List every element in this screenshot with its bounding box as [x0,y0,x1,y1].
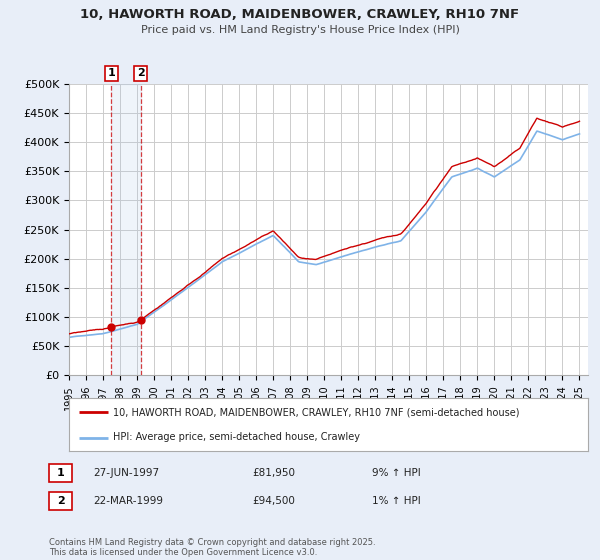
Text: 10, HAWORTH ROAD, MAIDENBOWER, CRAWLEY, RH10 7NF: 10, HAWORTH ROAD, MAIDENBOWER, CRAWLEY, … [80,8,520,21]
Text: 2: 2 [57,496,64,506]
Text: 1: 1 [57,468,64,478]
Text: 1% ↑ HPI: 1% ↑ HPI [372,496,421,506]
Bar [112,84,141,375]
Text: 10, HAWORTH ROAD, MAIDENBOWER, CRAWLEY, RH10 7NF (semi-detached house): 10, HAWORTH ROAD, MAIDENBOWER, CRAWLEY, … [113,408,520,418]
Text: 9% ↑ HPI: 9% ↑ HPI [372,468,421,478]
Text: Price paid vs. HM Land Registry's House Price Index (HPI): Price paid vs. HM Land Registry's House … [140,25,460,35]
Text: £94,500: £94,500 [252,496,295,506]
Text: £81,950: £81,950 [252,468,295,478]
Text: 22-MAR-1999: 22-MAR-1999 [93,496,163,506]
Text: HPI: Average price, semi-detached house, Crawley: HPI: Average price, semi-detached house,… [113,432,360,442]
Text: 2: 2 [137,68,145,78]
Text: 27-JUN-1997: 27-JUN-1997 [93,468,159,478]
Text: Contains HM Land Registry data © Crown copyright and database right 2025.
This d: Contains HM Land Registry data © Crown c… [49,538,376,557]
Text: 1: 1 [107,68,115,78]
